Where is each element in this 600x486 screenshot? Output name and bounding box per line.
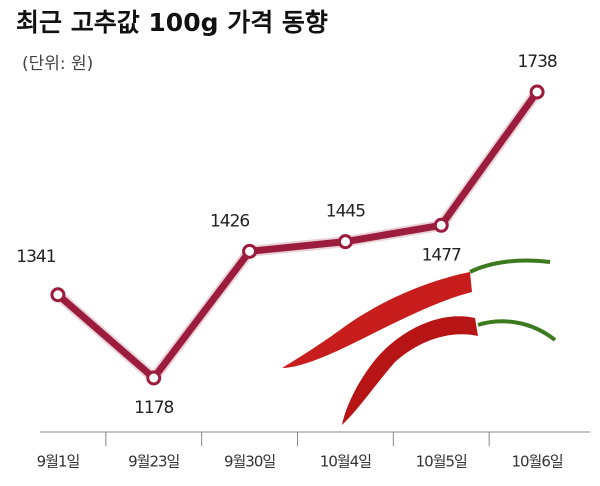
x-tick-label: 10월6일 [511,453,562,471]
pepper-illustration [282,258,557,425]
x-tick-label: 9월30일 [224,453,275,471]
data-label: 1738 [517,52,556,72]
x-tick-label: 10월5일 [416,453,467,471]
data-label: 1426 [210,211,249,231]
marker [337,234,353,250]
marker [433,217,449,233]
data-label: 1178 [134,398,173,418]
pepper [282,272,472,368]
x-tick-label: 9월23일 [128,453,179,471]
chart-subtitle: (단위: 원) [22,54,93,74]
x-tick-label: 10월4일 [320,453,371,471]
line [55,89,540,382]
marker [242,243,258,259]
pepper-stem [469,258,551,274]
marker [50,287,66,303]
marker [146,370,162,386]
chart-title: 최근 고추값 100g 가격 동향 [16,8,328,37]
marker [529,84,545,100]
data-label: 1477 [422,245,461,265]
pepper-stem [477,319,557,342]
x-tick-label: 9월1일 [37,453,80,471]
data-label: 1445 [326,202,365,222]
data-label: 1341 [16,247,55,267]
pepper [342,316,478,425]
